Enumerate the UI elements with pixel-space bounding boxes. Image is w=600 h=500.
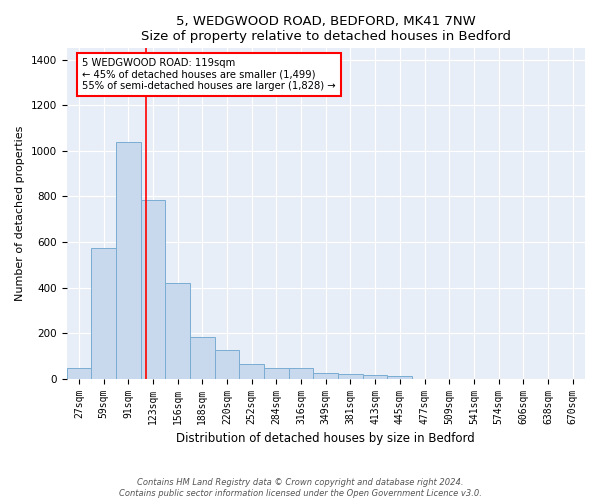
Bar [388, 376, 412, 378]
Bar [215, 350, 239, 378]
Bar [67, 368, 91, 378]
Bar [313, 373, 338, 378]
X-axis label: Distribution of detached houses by size in Bedford: Distribution of detached houses by size … [176, 432, 475, 445]
Bar [289, 368, 313, 378]
Bar [338, 374, 363, 378]
Text: 5 WEDGWOOD ROAD: 119sqm
← 45% of detached houses are smaller (1,499)
55% of semi: 5 WEDGWOOD ROAD: 119sqm ← 45% of detache… [82, 58, 336, 92]
Text: Contains HM Land Registry data © Crown copyright and database right 2024.
Contai: Contains HM Land Registry data © Crown c… [119, 478, 481, 498]
Bar [165, 283, 190, 378]
Bar [116, 142, 140, 378]
Bar [239, 364, 264, 378]
Bar [190, 336, 215, 378]
Bar [264, 368, 289, 378]
Title: 5, WEDGWOOD ROAD, BEDFORD, MK41 7NW
Size of property relative to detached houses: 5, WEDGWOOD ROAD, BEDFORD, MK41 7NW Size… [141, 15, 511, 43]
Bar [140, 200, 165, 378]
Bar [363, 376, 388, 378]
Bar [91, 248, 116, 378]
Y-axis label: Number of detached properties: Number of detached properties [15, 126, 25, 301]
